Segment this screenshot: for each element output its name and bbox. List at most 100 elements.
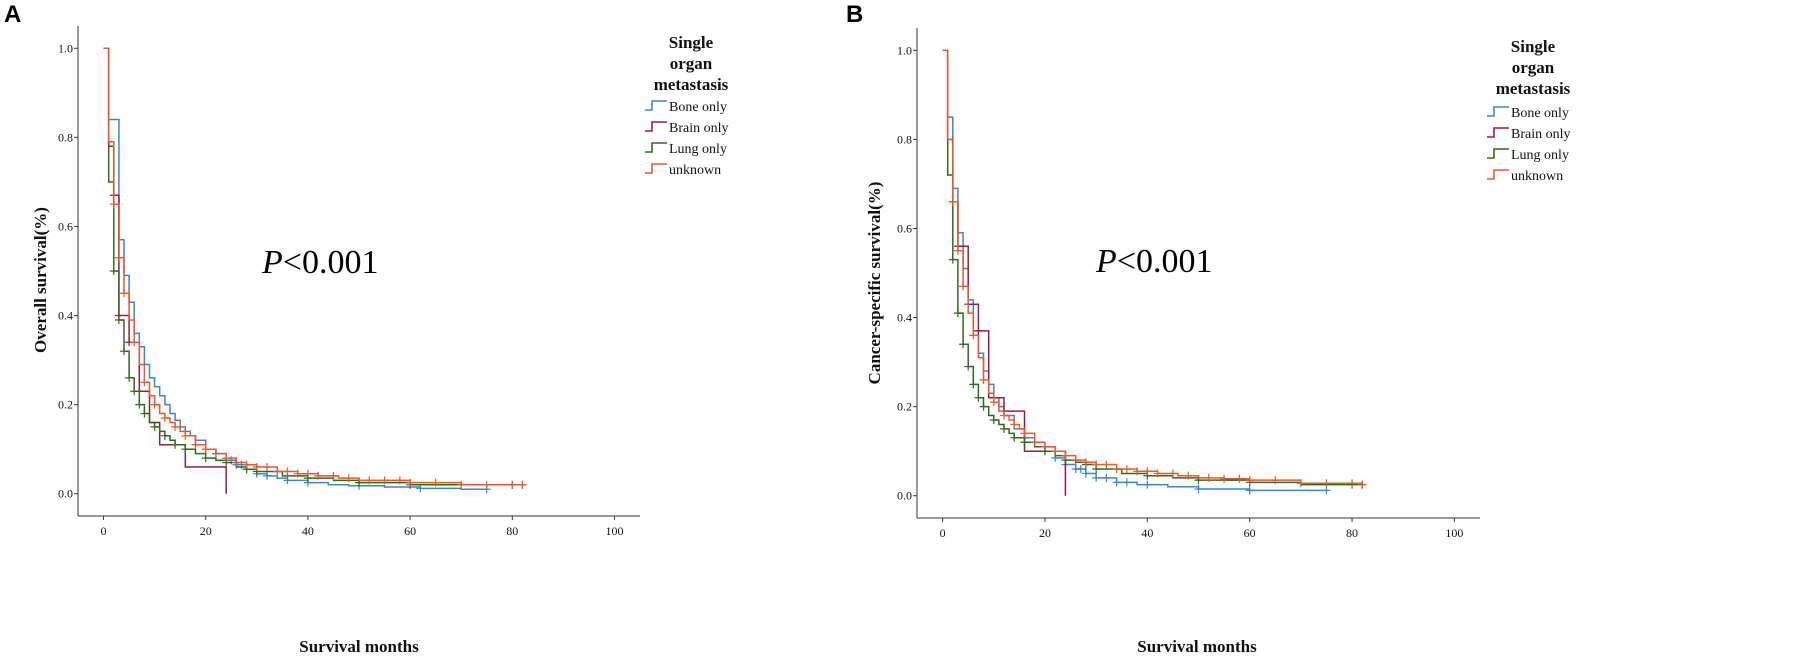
panel-a-lung-only-censor-mark [181, 445, 190, 454]
panel-a-unknown-censor-mark [201, 445, 210, 454]
panel-b-y-tick-label: 0.0 [897, 489, 912, 503]
panel-a-y-tick-label: 0.6 [58, 219, 73, 233]
panel-b-lung-only-censor-mark [1010, 433, 1019, 442]
panel-a-unknown-censor-mark [314, 471, 323, 480]
panel-b-unknown-censor-mark [1010, 420, 1019, 429]
panel-b-legend-swatch-lung [1487, 148, 1509, 159]
panel-a-bone-only-censor-mark [283, 476, 292, 485]
panel-a-unknown-censor-mark [150, 400, 159, 409]
panel-b-bone-only-censor-mark [1245, 486, 1254, 495]
panel-a-unknown-censor-mark [109, 200, 118, 209]
panel-a-x-tick-label: 20 [200, 524, 212, 538]
panel-a-bone-only-censor-mark [263, 471, 272, 480]
panel-b-x-tick-label: 40 [1141, 526, 1153, 540]
panel-a-unknown-censor-mark [191, 440, 200, 449]
panel-b-bone-only-censor-mark [1102, 473, 1111, 482]
panel-a-unknown-censor-mark [365, 476, 374, 485]
panel-b-bone-only-censor-mark [1112, 478, 1121, 487]
panel-b-unknown-censor-mark [1143, 467, 1152, 476]
panel-b-unknown-censor-mark [1168, 469, 1177, 478]
panel-a-unknown-censor-mark [303, 469, 312, 478]
panel-a-lung-only-censor-mark [135, 400, 144, 409]
panel-b-unknown-censor-mark [979, 375, 988, 384]
panel-a-legend-label-lung: Lung only [669, 142, 727, 157]
panel-b-x-tick-label: 100 [1445, 526, 1463, 540]
panel-a-unknown-censor-mark [431, 478, 440, 487]
panel-b-unknown-censor-mark [959, 282, 968, 291]
panel-b-p-number: <0.001 [1117, 243, 1213, 280]
panel-b-bone-only-censor-mark [1092, 473, 1101, 482]
panel-b-p-value: P<0.001 [1095, 243, 1212, 280]
panel-b-x-axis-title: Survival months [1137, 637, 1257, 656]
panel-b-legend-title-line3: metastasis [1496, 79, 1571, 98]
panel-b-unknown-censor-mark [1051, 447, 1060, 456]
panel-b-lung-only-censor-mark [989, 416, 998, 424]
panel-a-p-value: P<0.001 [261, 244, 378, 281]
panel-a-y-axis-title: Overall survival(%) [31, 207, 50, 353]
panel-b-legend-label-brain: Brain only [1511, 127, 1571, 142]
panel-a-legend: Single organ metastasis Bone only Brain … [645, 33, 729, 178]
panel-b-lung-only-censor-mark [974, 393, 983, 402]
panel-b-unknown-censor-mark [1102, 460, 1111, 469]
panel-a-x-axis-title: Survival months [299, 637, 419, 656]
panel-a-letter: A [4, 1, 21, 28]
panel-a-p-number: <0.001 [283, 244, 379, 281]
panel-a-lung-only-censor-mark [130, 387, 139, 396]
panel-b-bone-only-censor-mark [1076, 465, 1085, 473]
panel-a-lung-only-censor-mark [109, 267, 118, 275]
panel-b-unknown-censor-mark [1358, 480, 1367, 489]
panel-b-unknown-censor-mark [1348, 479, 1357, 488]
panel-a-unknown-censor-mark [222, 454, 231, 463]
panel-a-unknown-censor-mark [518, 480, 527, 489]
panel-b-unknown-censor-mark [1220, 474, 1229, 483]
panel-b: B 0 20 40 60 80 100 0.0 0.2 0.4 0.6 0.8 1.0 Cancer-… [846, 1, 1571, 656]
panel-a-lung-only-censor-mark [201, 454, 210, 463]
panel-a-lung-only-censor-mark [140, 409, 149, 418]
panel-a-unknown-censor-mark [344, 474, 353, 483]
panel-b-unknown-censor-mark [953, 246, 962, 255]
panel-a-x-tick-label: 60 [404, 524, 416, 538]
panel-a-bone-only-censor-mark [416, 484, 425, 493]
panel-b-p-symbol: P [1095, 243, 1117, 280]
panel-a-x-tick-label: 40 [302, 524, 314, 538]
panel-b-lung-only-censor-mark [959, 340, 968, 349]
panel-b-y-tick-label: 0.6 [897, 221, 912, 235]
panel-b-x-tick-label: 80 [1346, 526, 1358, 540]
panel-b-unknown-censor-mark [1112, 465, 1121, 473]
panel-a-legend-label-brain: Brain only [669, 121, 729, 136]
panel-b-unknown-censor-mark [948, 197, 957, 206]
panel-a-p-symbol: P [261, 244, 283, 281]
panel-b-unknown-censor-mark [1092, 460, 1101, 469]
panel-a-x-tick-label: 0 [101, 524, 107, 538]
panel-a-unknown-censor-mark [242, 460, 251, 469]
panel-a: A 0 20 40 60 80 100 0.0 0.2 0.4 0.6 0.8 1.0 Overall… [4, 1, 729, 656]
panel-a-unknown-censor-mark [283, 467, 292, 476]
panel-a-lung-only-censor-mark [171, 440, 180, 449]
panel-b-bone-only-censor-mark [1322, 486, 1331, 495]
panel-a-unknown-censor-mark [457, 480, 466, 489]
panel-a-legend-title-line3: metastasis [654, 75, 729, 94]
panel-b-x-tick-label: 0 [940, 526, 946, 540]
panel-b-unknown-censor-mark [1040, 442, 1049, 451]
panel-a-unknown-censor-mark [395, 476, 404, 485]
panel-b-unknown-censor-mark [1271, 476, 1280, 485]
panel-b-x-tick-label: 20 [1039, 526, 1051, 540]
panel-b-unknown-censor-mark [1122, 465, 1131, 473]
panel-b-lung-only-censor-mark [979, 402, 988, 411]
panel-a-unknown-censor-mark [211, 449, 220, 458]
panel-b-y-tick-label: 0.2 [897, 400, 912, 414]
panel-a-unknown-censor-mark [406, 478, 415, 487]
panel-a-unknown-censor-mark [273, 467, 282, 476]
panel-a-y-tick-label: 0.0 [58, 487, 73, 501]
panel-b-y-tick-label: 0.8 [897, 132, 912, 146]
panel-b-unknown-censor-mark [1071, 456, 1080, 465]
panel-b-unknown-censor-mark [969, 331, 978, 340]
panel-b-unknown-censor-mark [1061, 451, 1070, 460]
panel-b-unknown-censor-mark [1020, 429, 1029, 438]
panel-b-lung-only-censor-mark [969, 380, 978, 389]
panel-b-unknown-censor-mark [1133, 467, 1142, 476]
panel-a-legend-swatch-unknown [645, 163, 667, 174]
panel-b-bone-only-censor-mark [1081, 469, 1090, 478]
panel-a-unknown-censor-mark [160, 414, 169, 422]
panel-b-legend: Single organ metastasis Bone only Brain … [1487, 37, 1571, 184]
